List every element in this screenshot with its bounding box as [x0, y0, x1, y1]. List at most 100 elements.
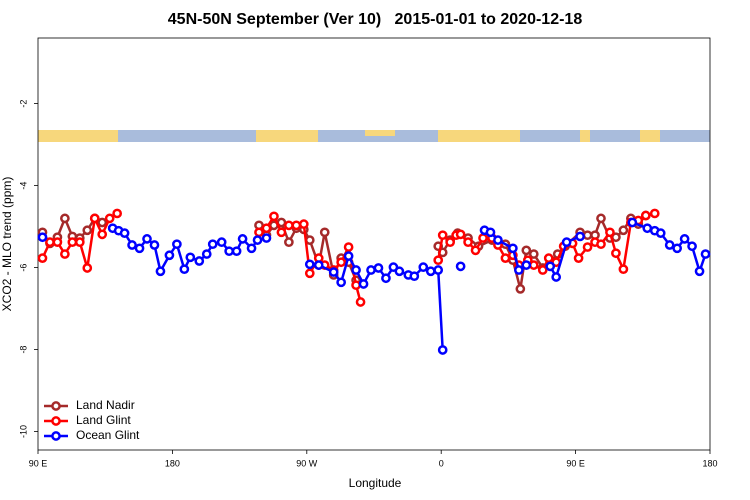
data-point: [537, 265, 548, 275]
data-point: [373, 263, 384, 273]
land-ocean-strip: [38, 130, 710, 142]
y-tick-label: -4: [18, 182, 28, 190]
data-point: [45, 237, 55, 248]
data-point: [409, 271, 420, 282]
data-point: [418, 262, 429, 273]
x-axis-label: Longitude: [349, 476, 402, 490]
data-point: [67, 237, 78, 248]
data-point: [298, 219, 309, 229]
data-point: [269, 211, 279, 222]
data-point: [82, 263, 93, 273]
data-point: [231, 246, 242, 257]
data-point: [149, 240, 160, 250]
y-tick-label: -6: [18, 264, 28, 272]
x-tick-label: 180: [702, 458, 717, 468]
data-point: [142, 234, 152, 244]
data-point: [642, 223, 653, 234]
data-point: [355, 297, 366, 307]
data-point: [618, 225, 629, 236]
data-point: [60, 213, 70, 224]
data-point: [134, 243, 145, 254]
data-point: [543, 253, 554, 263]
data-point: [437, 345, 448, 355]
data-point: [336, 257, 346, 268]
data-point: [284, 237, 294, 248]
data-point: [425, 266, 436, 277]
data-point: [328, 267, 339, 277]
legend-label: Ocean Glint: [76, 428, 140, 442]
data-point: [478, 233, 488, 243]
data-point: [515, 284, 526, 294]
data-point: [246, 243, 257, 254]
data-point: [216, 237, 227, 248]
data-point: [261, 233, 272, 243]
legend-label: Land Nadir: [76, 398, 135, 412]
data-point: [313, 260, 324, 270]
data-point: [582, 230, 593, 241]
data-point: [351, 280, 361, 291]
x-tick-label: 180: [165, 458, 180, 468]
legend-marker: [51, 401, 61, 411]
data-point: [528, 260, 539, 270]
data-point: [60, 249, 70, 259]
data-point: [164, 250, 175, 261]
data-point: [687, 241, 697, 252]
data-point: [119, 228, 130, 238]
data-point: [112, 208, 122, 219]
data-point: [394, 266, 405, 277]
data-point: [493, 235, 503, 245]
data-point: [366, 265, 376, 275]
data-point: [672, 243, 682, 254]
data-point: [545, 261, 556, 272]
y-axis-label: XCO2 - MLO trend (ppm): [0, 177, 14, 312]
data-point: [694, 266, 705, 277]
data-point: [304, 259, 315, 270]
data-point: [470, 245, 481, 256]
data-point: [679, 234, 690, 244]
data-point: [319, 227, 330, 238]
data-point: [52, 237, 63, 248]
series-line: [112, 221, 707, 351]
data-point: [104, 213, 115, 224]
data-point: [433, 265, 444, 275]
legend-label: Land Glint: [76, 413, 131, 427]
data-point: [611, 248, 621, 259]
data-point: [664, 240, 675, 250]
data-point: [455, 229, 466, 240]
data-point: [97, 217, 108, 228]
y-tick-label: -8: [18, 346, 28, 354]
data-point: [343, 251, 354, 261]
data-point: [276, 227, 287, 238]
data-point: [224, 246, 234, 257]
x-tick-label: 0: [439, 458, 444, 468]
data-point: [433, 255, 444, 266]
data-point: [291, 220, 302, 231]
data-point: [528, 249, 539, 259]
data-point: [254, 227, 264, 238]
data-point: [618, 264, 629, 275]
legend-marker: [51, 416, 61, 426]
data-point: [655, 228, 666, 238]
data-point: [381, 273, 391, 284]
data-point: [575, 231, 585, 242]
data-point: [172, 239, 182, 250]
x-tick-label: 90 E: [566, 458, 585, 468]
data-point: [605, 227, 615, 238]
data-point: [336, 277, 346, 288]
data-point: [194, 256, 205, 266]
legend-marker: [51, 431, 61, 441]
data-point: [127, 240, 137, 250]
data-point: [463, 237, 473, 248]
y-tick-label: -10: [18, 425, 28, 438]
data-point: [500, 253, 511, 263]
data-point: [551, 272, 562, 282]
data-point: [627, 217, 638, 228]
x-tick-label: 90 E: [29, 458, 48, 468]
data-point: [582, 242, 593, 252]
data-point: [508, 243, 518, 254]
data-point: [700, 249, 711, 259]
data-point: [343, 242, 354, 252]
data-point: [304, 268, 315, 279]
data-point: [185, 252, 196, 263]
